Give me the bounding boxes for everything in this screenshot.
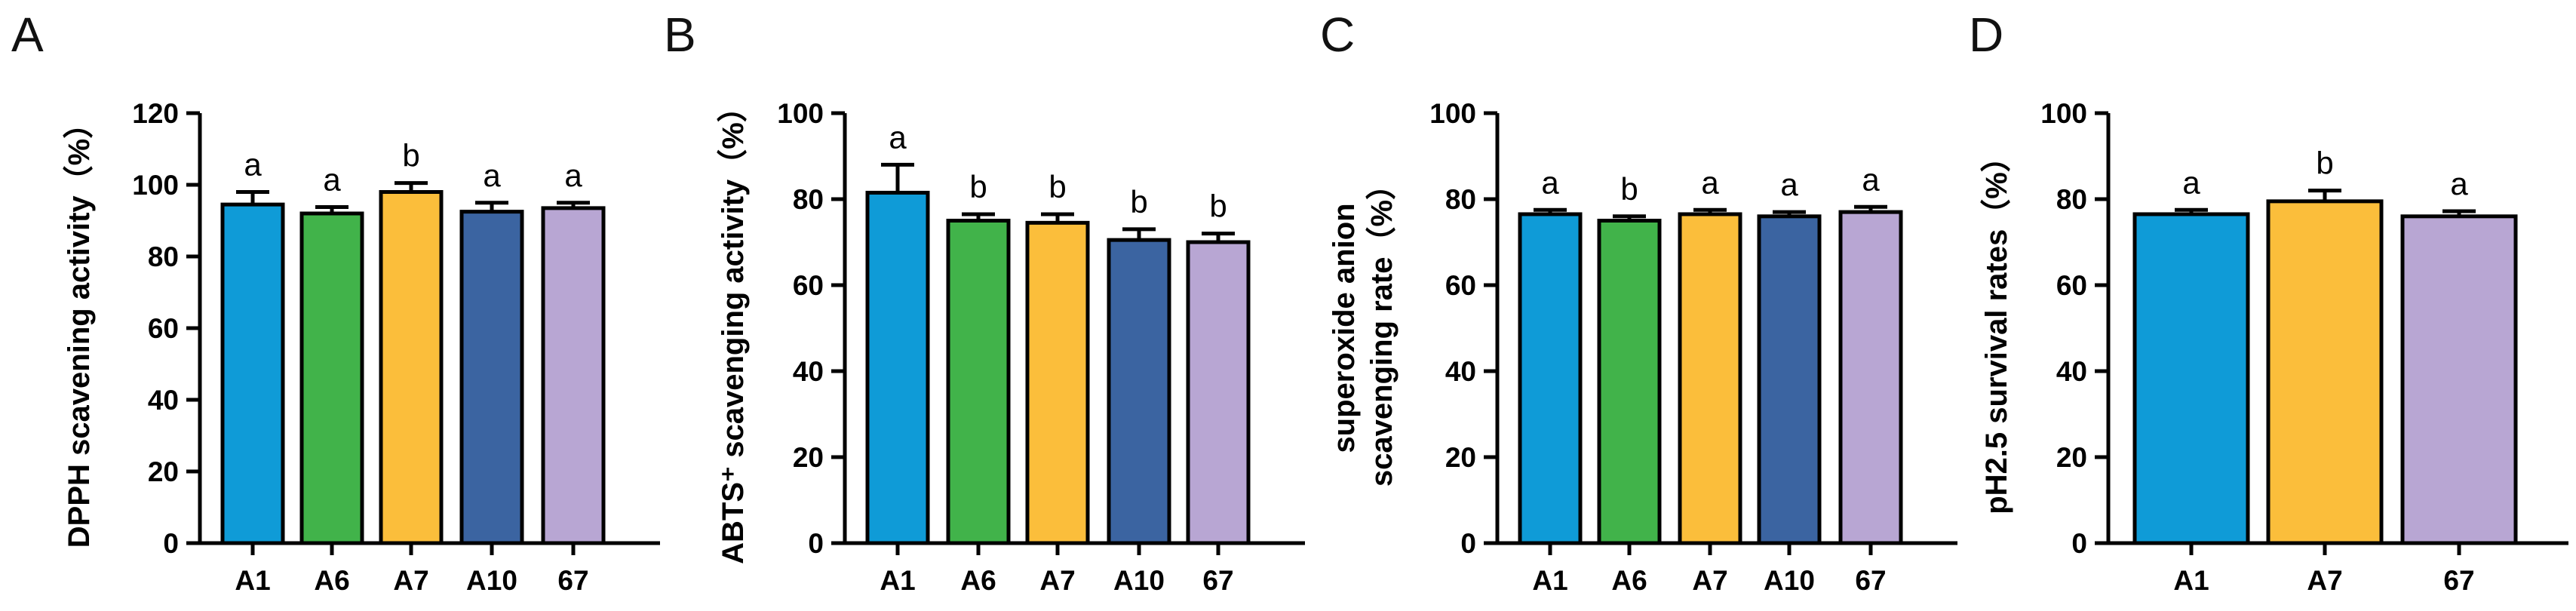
significance-label: a <box>1701 164 1719 200</box>
y-tick-label: 20 <box>1445 442 1476 473</box>
y-tick-label: 100 <box>1429 98 1476 129</box>
y-tick-label: 80 <box>1445 184 1476 215</box>
y-tick-label: 60 <box>793 270 824 301</box>
x-tick-label: 67 <box>557 565 588 596</box>
panel-letter: C <box>1320 8 1355 62</box>
x-tick-label: 67 <box>2443 565 2474 596</box>
significance-label: a <box>564 158 582 193</box>
bar-a10 <box>1757 214 1822 545</box>
x-tick-label: A7 <box>393 565 428 596</box>
x-tick-label: A7 <box>2307 565 2342 596</box>
significance-label: b <box>1620 171 1638 207</box>
panel-letter: D <box>1969 8 2003 62</box>
y-axis-label: scavenging rate（%） <box>1365 170 1399 487</box>
x-tick-label: A6 <box>960 565 996 596</box>
chart-panel-b: B 0 20 40 60 80 100 ABTS⁺ scavenging activity（%… <box>664 8 1305 596</box>
y-tick-label: 120 <box>132 98 179 129</box>
x-tick-label: A7 <box>1039 565 1075 596</box>
bar-a10 <box>459 210 524 545</box>
y-tick-label: 40 <box>148 385 179 416</box>
y-axis-label: DPPH scavening activity（%） <box>63 109 96 548</box>
bar-67 <box>1186 240 1251 545</box>
bar-a7 <box>1678 212 1742 545</box>
significance-label: b <box>2316 146 2333 181</box>
significance-label: b <box>1209 189 1227 224</box>
panel-letter: B <box>664 8 696 62</box>
y-tick-label: 40 <box>1445 356 1476 387</box>
x-tick-label: A6 <box>314 565 349 596</box>
y-tick-label: 80 <box>793 184 824 215</box>
bar-a7 <box>379 190 444 545</box>
bar-67 <box>1838 210 1903 545</box>
x-tick-label: A1 <box>2173 565 2209 596</box>
x-tick-label: A10 <box>466 565 517 596</box>
significance-label: a <box>1780 167 1798 202</box>
bar-a7 <box>2266 199 2384 545</box>
bar-a7 <box>1025 220 1090 545</box>
significance-label: b <box>402 138 419 173</box>
x-tick-label: 67 <box>1202 565 1233 596</box>
y-axis-label: ABTS⁺ scavenging activity（%） <box>717 92 750 564</box>
y-tick-label: 0 <box>1460 528 1476 559</box>
bar-a1 <box>1518 212 1583 545</box>
x-tick-label: A7 <box>1692 565 1727 596</box>
significance-label: b <box>1130 184 1147 220</box>
bar-67 <box>2400 214 2518 545</box>
y-tick-label: 80 <box>2056 184 2087 215</box>
y-tick-label: 0 <box>2071 528 2087 559</box>
chart-panel-c: C 0 20 40 60 80 100 superoxide anion scavenging … <box>1320 8 1957 596</box>
x-tick-label: A1 <box>1532 565 1567 596</box>
significance-label: a <box>2450 166 2468 201</box>
y-axis-label: pH2.5 survival rates（%） <box>1980 142 2013 514</box>
y-tick-label: 40 <box>2056 356 2087 387</box>
y-tick-label: 40 <box>793 356 824 387</box>
chart-panel-d: D 0 20 40 60 80 100 pH2.5 survival rates（%） A1 a A… <box>1969 8 2568 596</box>
bar-a1 <box>865 190 930 545</box>
y-tick-label: 20 <box>2056 442 2087 473</box>
y-tick-label: 80 <box>148 241 179 272</box>
bar-a1 <box>220 202 285 545</box>
chart-panel-a: A 0 20 40 60 80 100 120 DPPH scavening activity（… <box>11 8 660 596</box>
y-tick-label: 100 <box>2040 98 2087 129</box>
y-tick-label: 100 <box>132 170 179 201</box>
x-tick-label: A6 <box>1611 565 1647 596</box>
bar-a1 <box>2132 212 2250 545</box>
bar-a6 <box>299 211 364 545</box>
significance-label: a <box>483 158 501 193</box>
significance-label: a <box>323 161 341 197</box>
significance-label: a <box>244 147 262 183</box>
significance-label: b <box>969 169 987 204</box>
y-tick-label: 100 <box>777 98 824 129</box>
bar-a6 <box>1597 219 1662 545</box>
panel-letter: A <box>11 8 44 62</box>
x-tick-label: 67 <box>1855 565 1886 596</box>
bar-67 <box>541 206 606 545</box>
significance-label: a <box>1541 164 1559 200</box>
x-tick-label: A1 <box>235 565 270 596</box>
y-tick-label: 0 <box>808 528 824 559</box>
x-tick-label: A10 <box>1113 565 1165 596</box>
significance-label: b <box>1049 169 1066 204</box>
y-tick-label: 20 <box>793 442 824 473</box>
significance-label: a <box>1862 161 1880 197</box>
significance-label: a <box>2182 164 2200 200</box>
significance-label: a <box>889 119 907 155</box>
bar-a10 <box>1107 238 1171 545</box>
bar-a6 <box>946 219 1011 545</box>
x-tick-label: A10 <box>1764 565 1815 596</box>
y-tick-label: 60 <box>148 313 179 344</box>
y-tick-label: 20 <box>148 456 179 487</box>
y-tick-label: 60 <box>2056 270 2087 301</box>
y-tick-label: 0 <box>163 528 179 559</box>
y-axis-label: superoxide anion <box>1328 203 1361 453</box>
x-tick-label: A1 <box>880 565 915 596</box>
y-tick-label: 60 <box>1445 270 1476 301</box>
